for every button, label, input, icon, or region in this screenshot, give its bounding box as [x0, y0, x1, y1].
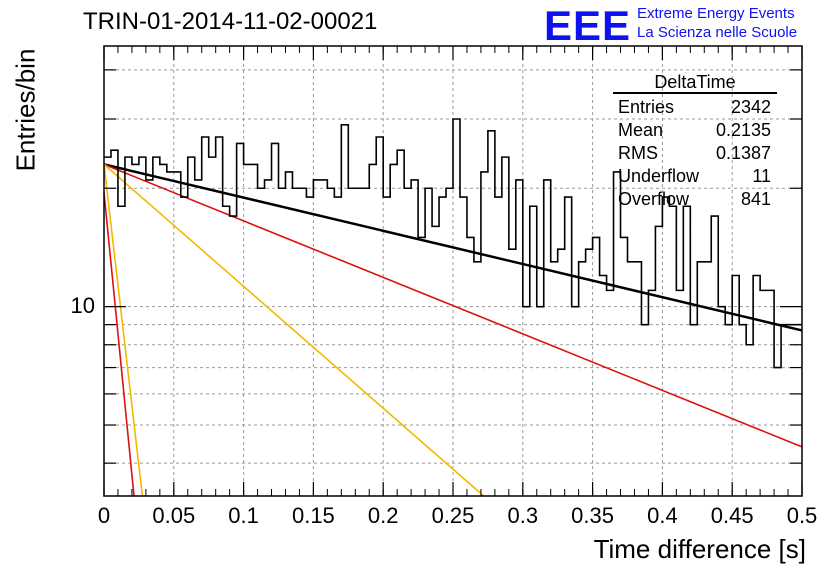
- x-tick-label: 0.05: [152, 503, 196, 528]
- logo-subtitle-line2: La Scienza nelle Scuole: [637, 24, 798, 41]
- run-title: TRIN-01-2014-11-02-00021: [83, 8, 378, 35]
- y-axis-label: Entries/bin: [10, 48, 41, 172]
- stats-row-entries: Entries 2342: [613, 96, 777, 119]
- fit-curves: [103, 163, 803, 497]
- x-tick-label: 0.1: [228, 503, 259, 528]
- stats-value: 841: [740, 189, 771, 209]
- stats-title: DeltaTime: [613, 72, 777, 94]
- x-tick-label: 0.4: [647, 503, 678, 528]
- stats-label: Mean: [618, 120, 664, 140]
- fit-line: [103, 163, 803, 448]
- fit-line: [103, 164, 144, 497]
- logo-subtitle-line1: Extreme Energy Events: [637, 5, 795, 22]
- stats-row-rms: RMS 0.1387: [613, 142, 777, 165]
- stats-value: 0.1387: [715, 143, 771, 163]
- histogram-series: [104, 118, 802, 369]
- stats-value: 2342: [730, 97, 771, 117]
- stats-box: DeltaTime Entries 2342 Mean 0.2135 RMS 0…: [613, 72, 777, 211]
- fit-line: [103, 163, 485, 497]
- stats-row-underflow: Underflow 11: [613, 165, 777, 188]
- stats-label: RMS: [618, 143, 658, 163]
- x-axis-label: Time difference [s]: [593, 534, 806, 564]
- stats-value: 11: [752, 166, 771, 186]
- x-tick-label: 0.3: [507, 503, 539, 528]
- x-tick-label: 0.2: [367, 503, 399, 528]
- fit-line: [103, 163, 803, 332]
- axis-ticks: [103, 46, 803, 496]
- x-tick-label: 0.45: [710, 503, 754, 528]
- histogram-outline: [104, 118, 802, 369]
- grid-lines: [104, 46, 802, 496]
- x-tick-label: 0: [97, 503, 111, 528]
- stats-value: 0.2135: [715, 120, 771, 140]
- stats-label: Entries: [618, 97, 675, 117]
- stats-row-overflow: Overflow 841: [613, 188, 777, 211]
- x-tick-label: 0.15: [291, 503, 335, 528]
- x-tick-label: 0.25: [431, 503, 475, 528]
- stats-label: Overflow: [618, 189, 690, 209]
- fit-line: [103, 192, 135, 497]
- x-tick-label: 0.5: [786, 503, 818, 528]
- eee-logo: EEE: [544, 2, 632, 49]
- stats-label: Underflow: [618, 166, 700, 186]
- x-tick-label: 0.35: [571, 503, 615, 528]
- stats-row-mean: Mean 0.2135: [613, 119, 777, 142]
- y-tick-label: 10: [70, 292, 95, 318]
